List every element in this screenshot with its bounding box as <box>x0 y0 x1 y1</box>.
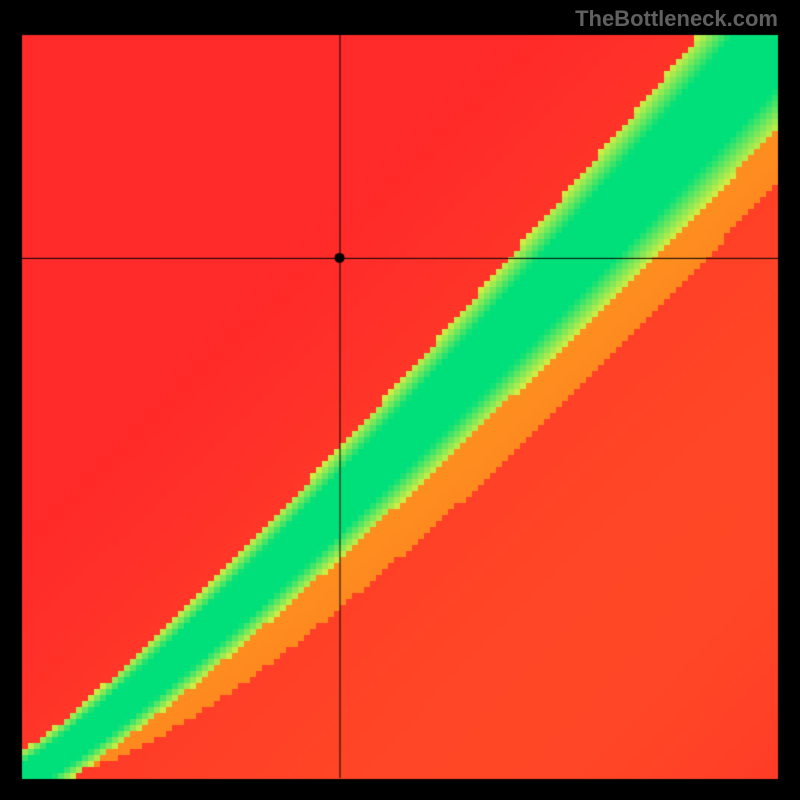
bottleneck-heatmap <box>0 0 800 800</box>
watermark-text: TheBottleneck.com <box>575 6 778 32</box>
